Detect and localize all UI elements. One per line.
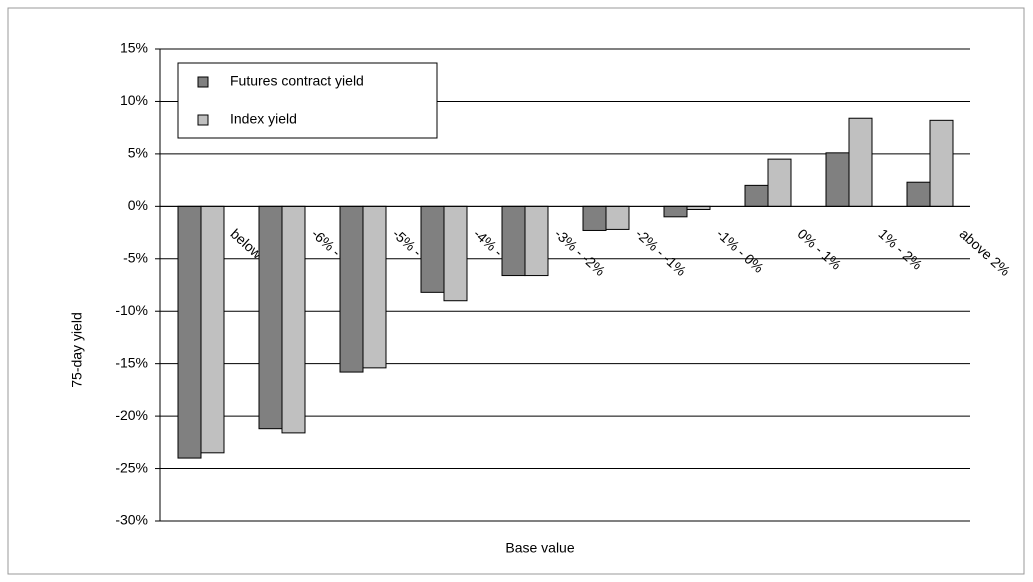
y-tick-label: 0%	[128, 197, 148, 213]
bar	[177, 205, 202, 459]
bar	[200, 205, 225, 454]
legend-label: Futures contract yield	[230, 73, 364, 89]
y-tick-label: -25%	[115, 459, 148, 475]
chart-frame	[7, 7, 1025, 575]
y-tick-label: -15%	[115, 354, 148, 370]
legend-swatch	[197, 76, 209, 88]
y-tick-label: 5%	[128, 145, 148, 161]
x-axis-label: Base value	[505, 540, 574, 556]
legend-label: Index yield	[230, 111, 297, 127]
y-tick-label: -5%	[123, 249, 148, 265]
bar	[825, 152, 850, 207]
y-tick-label: -20%	[115, 407, 148, 423]
bar	[524, 205, 549, 277]
bar	[906, 181, 931, 207]
y-tick-label: 15%	[120, 40, 148, 56]
bar	[281, 205, 306, 434]
bar	[339, 205, 364, 373]
bar	[744, 184, 769, 207]
bar	[420, 205, 445, 293]
bar	[258, 205, 283, 430]
bar	[767, 158, 792, 207]
y-tick-label: -30%	[115, 512, 148, 528]
bar	[582, 205, 607, 231]
bar	[929, 119, 954, 207]
y-axis-label: 75-day yield	[69, 312, 85, 388]
legend-box	[177, 62, 438, 139]
y-tick-label: 10%	[120, 92, 148, 108]
bar	[501, 205, 526, 277]
bar	[605, 205, 630, 230]
bar	[443, 205, 468, 302]
bar	[362, 205, 387, 369]
bar	[848, 117, 873, 207]
bar	[663, 205, 688, 218]
y-tick-label: -10%	[115, 302, 148, 318]
legend-swatch	[197, 114, 209, 126]
